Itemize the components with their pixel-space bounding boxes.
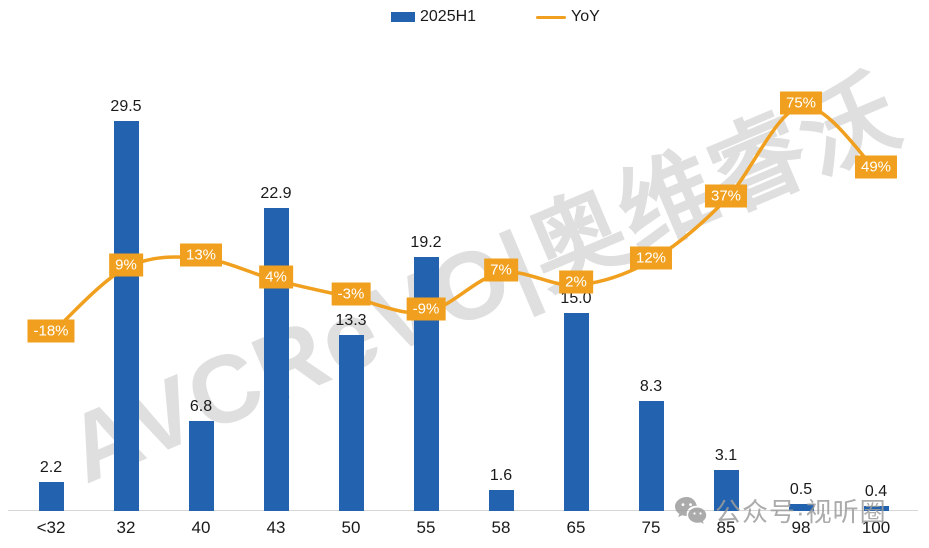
- legend: 2025H1 YoY: [391, 8, 600, 26]
- bar-value-label-50: 13.3: [335, 312, 367, 330]
- x-axis-label-65: 65: [566, 518, 586, 537]
- x-axis-label-43: 43: [266, 518, 286, 537]
- bar-value-label-100: 0.4: [864, 482, 888, 500]
- bar-85: [713, 470, 739, 511]
- bar-98: [788, 504, 814, 511]
- bar-value-label-58: 1.6: [489, 466, 513, 484]
- yoy-point-label-98: 75%: [779, 91, 823, 115]
- yoy-point-label-75: 12%: [629, 246, 673, 270]
- bar-50: [338, 335, 364, 511]
- bar-43: [263, 208, 289, 511]
- yoy-point-label-85: 37%: [704, 184, 748, 208]
- yoy-point-label-50: -3%: [331, 282, 371, 306]
- bar-value-label-<32: 2.2: [39, 458, 63, 476]
- bar-value-label-85: 3.1: [714, 447, 738, 465]
- legend-label-2025h1: 2025H1: [420, 8, 477, 25]
- bar-value-label-32: 29.5: [110, 98, 142, 115]
- yoy-point-label-55: -9%: [406, 297, 446, 321]
- bar-value-label-40: 6.8: [189, 398, 213, 416]
- yoy-point-label-<32: -18%: [27, 319, 75, 343]
- bar-value-label-43: 22.9: [260, 185, 292, 203]
- bar-value-label-75: 8.3: [639, 378, 663, 396]
- yoy-point-label-100: 49%: [854, 155, 898, 179]
- x-axis-label-32: 32: [116, 518, 136, 537]
- x-axis-label-75: 75: [641, 518, 661, 537]
- legend-label-yoy: YoY: [571, 8, 600, 25]
- bar-75: [638, 401, 664, 511]
- wechat-watermark-text: 公众号·视听圈: [715, 497, 887, 527]
- x-axis-label-<32: <32: [36, 518, 66, 537]
- x-axis-label-40: 40: [191, 518, 211, 537]
- bar-40: [188, 421, 214, 511]
- bar-58: [488, 489, 514, 511]
- legend-item-yoy: YoY: [536, 8, 600, 26]
- legend-line-swatch-icon: [536, 15, 567, 19]
- yoy-point-label-43: 4%: [259, 265, 293, 289]
- x-axis-label-98: 98: [791, 518, 811, 537]
- x-axis-label-55: 55: [416, 518, 436, 537]
- wechat-watermark: 公众号·视听圈: [674, 492, 887, 529]
- yoy-point-label-58: 7%: [484, 258, 518, 282]
- wechat-icon: [675, 496, 707, 524]
- x-axis-label-50: 50: [341, 518, 361, 537]
- bar-<32: [38, 481, 64, 511]
- x-axis-line: [8, 510, 918, 511]
- bar-32: [113, 121, 139, 511]
- legend-bar-swatch-icon: [391, 12, 415, 22]
- yoy-point-label-32: 9%: [109, 253, 143, 277]
- x-axis-label-100: 100: [861, 518, 891, 537]
- bar-value-label-98: 0.5: [789, 481, 813, 499]
- bar-65: [563, 312, 589, 511]
- yoy-point-label-65: 2%: [559, 270, 593, 294]
- yoy-point-label-40: 13%: [179, 243, 223, 267]
- bar-100: [863, 505, 889, 511]
- x-axis-label-58: 58: [491, 518, 511, 537]
- bar-value-label-55: 19.2: [410, 234, 442, 252]
- legend-item-2025h1: 2025H1: [391, 8, 476, 26]
- bar-value-label-65: 15.0: [560, 289, 592, 307]
- x-axis-label-85: 85: [716, 518, 736, 537]
